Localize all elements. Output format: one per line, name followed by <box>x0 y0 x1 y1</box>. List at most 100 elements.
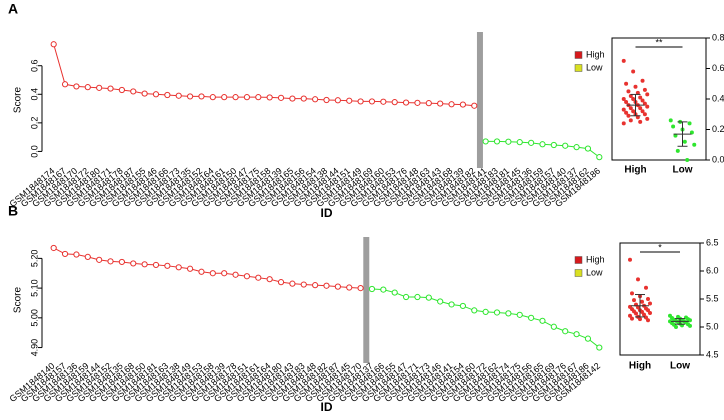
point <box>186 265 194 272</box>
point <box>516 311 523 318</box>
dot <box>624 110 629 115</box>
y-tick-label: 5.20 <box>29 250 39 268</box>
point <box>164 91 171 99</box>
point <box>96 84 103 91</box>
dot <box>635 115 640 120</box>
dot <box>674 325 678 329</box>
point <box>482 308 489 315</box>
point <box>596 154 603 161</box>
x-tick-label: High <box>624 165 646 176</box>
point <box>107 258 114 265</box>
point <box>402 99 410 106</box>
dot <box>631 109 636 114</box>
point <box>221 94 228 101</box>
y-tick-label: 6.0 <box>706 265 719 275</box>
point <box>550 141 557 149</box>
dot <box>645 104 650 109</box>
y-tick-label: 0.6 <box>712 63 724 73</box>
dot <box>638 106 643 111</box>
point <box>175 264 182 271</box>
legend-swatch <box>574 64 583 72</box>
point <box>323 282 330 289</box>
y-tick-label: 5.00 <box>29 309 39 327</box>
point <box>289 95 296 102</box>
point <box>357 285 364 292</box>
point <box>61 81 69 88</box>
y-tick-label: 6.5 <box>706 237 719 247</box>
x-axis-label: ID <box>321 400 333 414</box>
point <box>312 282 319 289</box>
point <box>243 94 251 101</box>
point <box>437 298 444 305</box>
point <box>152 261 160 269</box>
point <box>255 94 262 101</box>
x-tick-label: Low <box>670 361 690 372</box>
x-tick-label: Low <box>673 165 693 176</box>
dot <box>638 119 643 124</box>
dot <box>626 89 631 94</box>
point <box>334 97 341 104</box>
point <box>209 94 216 101</box>
y-tick-label: 0.8 <box>712 32 724 42</box>
y-tick-label: 0.4 <box>29 88 39 101</box>
y-tick-label: 4.5 <box>706 349 719 359</box>
point <box>221 270 228 277</box>
legend-label: High <box>586 254 605 264</box>
legend-label: High <box>586 49 605 59</box>
point <box>346 284 353 291</box>
point <box>562 142 569 149</box>
point <box>437 100 444 107</box>
x-axis-label: ID <box>321 206 333 220</box>
y-tick-label: 0.4 <box>712 93 724 103</box>
dot <box>633 84 638 89</box>
point <box>61 250 69 258</box>
dot <box>642 312 646 317</box>
dot <box>640 309 644 314</box>
point <box>84 253 91 260</box>
point <box>73 83 80 90</box>
dot <box>621 58 626 63</box>
point <box>198 93 205 100</box>
point <box>186 93 194 100</box>
point <box>550 323 557 330</box>
dot <box>628 93 633 98</box>
point <box>528 314 535 321</box>
point <box>107 85 114 92</box>
dot <box>628 257 632 262</box>
legend-swatch <box>574 51 583 59</box>
dot <box>640 98 645 103</box>
y-tick-label: 0.2 <box>712 124 724 134</box>
dot <box>646 318 650 323</box>
point <box>346 97 353 104</box>
point <box>391 289 398 296</box>
point <box>323 96 330 104</box>
point <box>391 99 398 106</box>
point <box>516 139 523 146</box>
legend-swatch <box>574 256 583 264</box>
dot <box>638 317 642 322</box>
point <box>96 256 103 263</box>
dot <box>640 109 645 114</box>
dot <box>631 69 636 74</box>
plot-frame <box>611 37 707 161</box>
legend-label: Low <box>586 267 603 277</box>
dot <box>646 308 650 313</box>
y-tick-label: 5.0 <box>706 321 719 331</box>
significance-label: ** <box>655 37 663 47</box>
dot <box>648 301 652 306</box>
y-tick-label: 0.2 <box>29 117 39 130</box>
dot <box>630 291 634 296</box>
dot <box>624 81 629 86</box>
point <box>584 145 592 152</box>
point <box>50 244 57 252</box>
dot <box>687 121 692 126</box>
legend-label: Low <box>586 62 603 72</box>
point <box>357 98 364 105</box>
dot <box>624 100 629 105</box>
point <box>50 41 57 48</box>
point <box>402 293 410 301</box>
dot <box>668 118 673 123</box>
y-tick-label: 0.0 <box>712 154 724 164</box>
point <box>459 101 467 108</box>
dot <box>640 78 645 83</box>
